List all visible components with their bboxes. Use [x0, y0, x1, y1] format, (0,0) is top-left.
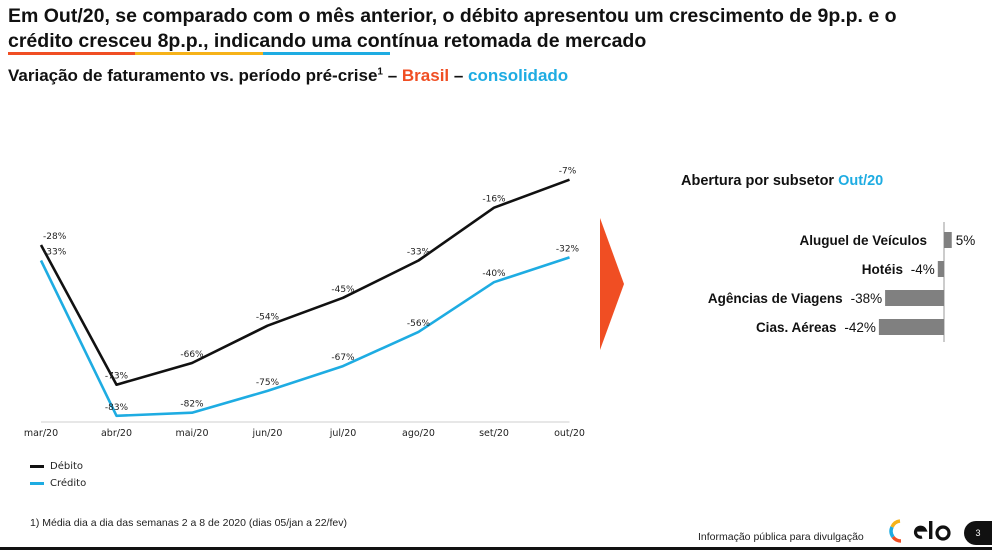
- bar: [885, 290, 944, 306]
- arrow-right-icon: [600, 218, 624, 350]
- footnote: 1) Média dia a dia das semanas 2 a 8 de …: [30, 517, 347, 529]
- subtitle-dash-1: –: [382, 66, 402, 85]
- legend-swatch-debito: [30, 465, 44, 468]
- headline-line-2: crédito cresceu 8p.p., indicando uma con…: [8, 30, 647, 52]
- legend-item-debito: Débito: [30, 458, 86, 475]
- x-tick-label: set/20: [479, 428, 509, 439]
- bar-value-label: -42%: [844, 320, 876, 335]
- data-label: -83%: [105, 403, 129, 413]
- data-label: -33%: [407, 247, 431, 257]
- underline-blue: [262, 52, 390, 55]
- data-label: -33%: [43, 247, 67, 257]
- bar: [944, 232, 952, 248]
- data-label: -75%: [256, 378, 280, 388]
- legend-label-credito: Crédito: [50, 478, 87, 489]
- headline: Em Out/20, se comparado com o mês anteri…: [8, 4, 983, 54]
- data-label: -82%: [180, 400, 204, 410]
- legend-label-debito: Débito: [50, 461, 84, 472]
- data-label: -67%: [331, 353, 355, 363]
- subsector-title: Abertura por subsetor Out/20: [681, 173, 883, 189]
- subtitle-main: Variação de faturamento vs. período pré-…: [8, 66, 378, 85]
- bar-value-label: -38%: [851, 291, 883, 306]
- data-label: -54%: [256, 313, 280, 323]
- legend: Débito Crédito: [30, 458, 86, 492]
- elo-logo-icon: [889, 519, 951, 543]
- bar: [878, 319, 944, 335]
- subtitle-consolidado: consolidado: [468, 66, 569, 85]
- subtitle-brasil: Brasil: [401, 66, 450, 85]
- line-chart: mar/20 abr/20 mai/20 jun/20 jul/20 ago/20 set/…: [24, 167, 585, 439]
- x-tick-label: mai/20: [175, 428, 208, 439]
- x-tick-label: mar/20: [24, 428, 58, 439]
- data-label: -7%: [559, 167, 577, 177]
- data-label: -45%: [331, 285, 355, 295]
- disclaimer: Informação pública para divulgação: [698, 531, 864, 543]
- x-tick-label: jul/20: [329, 428, 357, 439]
- brand-underline: [8, 52, 390, 55]
- bar-category-label: Cias. Aéreas: [756, 320, 837, 335]
- data-label: -56%: [407, 319, 431, 329]
- footnote-marker: 1: [377, 66, 383, 78]
- subsector-title-main: Abertura por subsetor: [681, 173, 835, 189]
- page-number: 3: [964, 521, 992, 545]
- bar-category-label: Agências de Viagens: [708, 291, 843, 306]
- bar: [937, 261, 944, 277]
- bar-category-label: Hotéis: [862, 262, 903, 277]
- x-tick-label: jun/20: [252, 428, 283, 439]
- chart-subtitle: Variação de faturamento vs. período pré-…: [8, 66, 568, 86]
- x-tick-label: ago/20: [402, 428, 435, 439]
- bar-value-label: -4%: [911, 262, 935, 277]
- bar-value-label: 5%: [956, 233, 976, 248]
- data-label: -73%: [105, 372, 129, 382]
- subtitle-dash-2: –: [449, 66, 469, 85]
- subsector-title-accent: Out/20: [838, 173, 884, 189]
- legend-swatch-credito: [30, 482, 44, 485]
- data-label: -28%: [43, 232, 67, 242]
- series-line-debito: [39, 178, 570, 386]
- series-line-credito: [39, 256, 570, 418]
- data-label: -40%: [482, 269, 506, 279]
- data-label: -16%: [482, 195, 506, 205]
- underline-red: [8, 52, 136, 55]
- subsector-bar-chart: 5% Aluguel de Veículos -4% Hotéis -38% Agênci…: [708, 222, 976, 342]
- data-label: -66%: [180, 350, 204, 360]
- headline-line-1: Em Out/20, se comparado com o mês anteri…: [8, 5, 897, 27]
- x-tick-label: abr/20: [101, 428, 132, 439]
- underline-yellow: [135, 52, 263, 55]
- data-label: -32%: [556, 244, 580, 254]
- bottom-rule: [0, 547, 992, 550]
- legend-item-credito: Crédito: [30, 475, 86, 492]
- x-tick-label: out/20: [554, 428, 585, 439]
- bar-category-label: Aluguel de Veículos: [799, 233, 927, 248]
